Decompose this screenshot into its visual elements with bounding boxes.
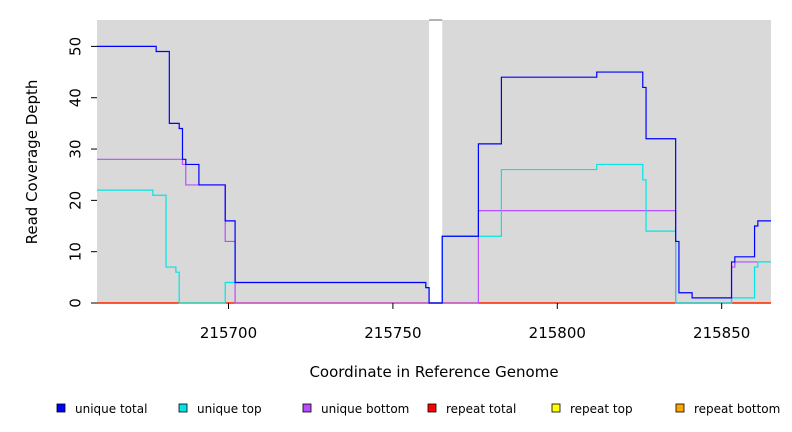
y-tick-label: 10 — [67, 242, 85, 261]
legend-swatch-repeat-total — [427, 403, 437, 413]
y-tick-label: 0 — [67, 298, 85, 308]
y-tick-label: 40 — [67, 88, 85, 107]
legend-swatch-unique-total — [56, 403, 66, 413]
shaded-regions — [97, 19, 771, 303]
x-tick-label: 215700 — [200, 324, 257, 342]
x-tick-label: 215800 — [529, 324, 586, 342]
legend-swatch-repeat-bottom — [675, 403, 685, 413]
legend-swatch-repeat-top — [551, 403, 561, 413]
shaded-region-2 — [442, 20, 771, 303]
legend-label-repeat-top: repeat top — [570, 402, 633, 416]
axes: 0 10 20 30 40 50 215700 215750 215800 215850 — [67, 37, 751, 342]
series-lines — [97, 45, 771, 304]
shaded-region-1 — [97, 20, 430, 303]
legend-swatch-unique-top — [178, 403, 188, 413]
legend-label-unique-total: unique total — [75, 402, 147, 416]
y-tick-label: 50 — [67, 37, 85, 56]
legend-swatch-unique-bottom — [302, 403, 312, 413]
legend: unique total unique top unique bottom repea… — [56, 402, 780, 416]
legend-label-unique-bottom: unique bottom — [321, 402, 409, 416]
x-tick-label: 215850 — [693, 324, 750, 342]
y-tick-label: 20 — [67, 191, 85, 210]
y-axis-title: Read Coverage Depth — [23, 80, 41, 245]
legend-label-unique-top: unique top — [197, 402, 262, 416]
legend-label-repeat-bottom: repeat bottom — [694, 402, 780, 416]
legend-label-repeat-total: repeat total — [446, 402, 516, 416]
x-tick-label: 215750 — [364, 324, 421, 342]
x-axis-title: Coordinate in Reference Genome — [309, 363, 558, 381]
y-tick-label: 30 — [67, 139, 85, 158]
series-line-unique-total — [97, 45, 771, 304]
